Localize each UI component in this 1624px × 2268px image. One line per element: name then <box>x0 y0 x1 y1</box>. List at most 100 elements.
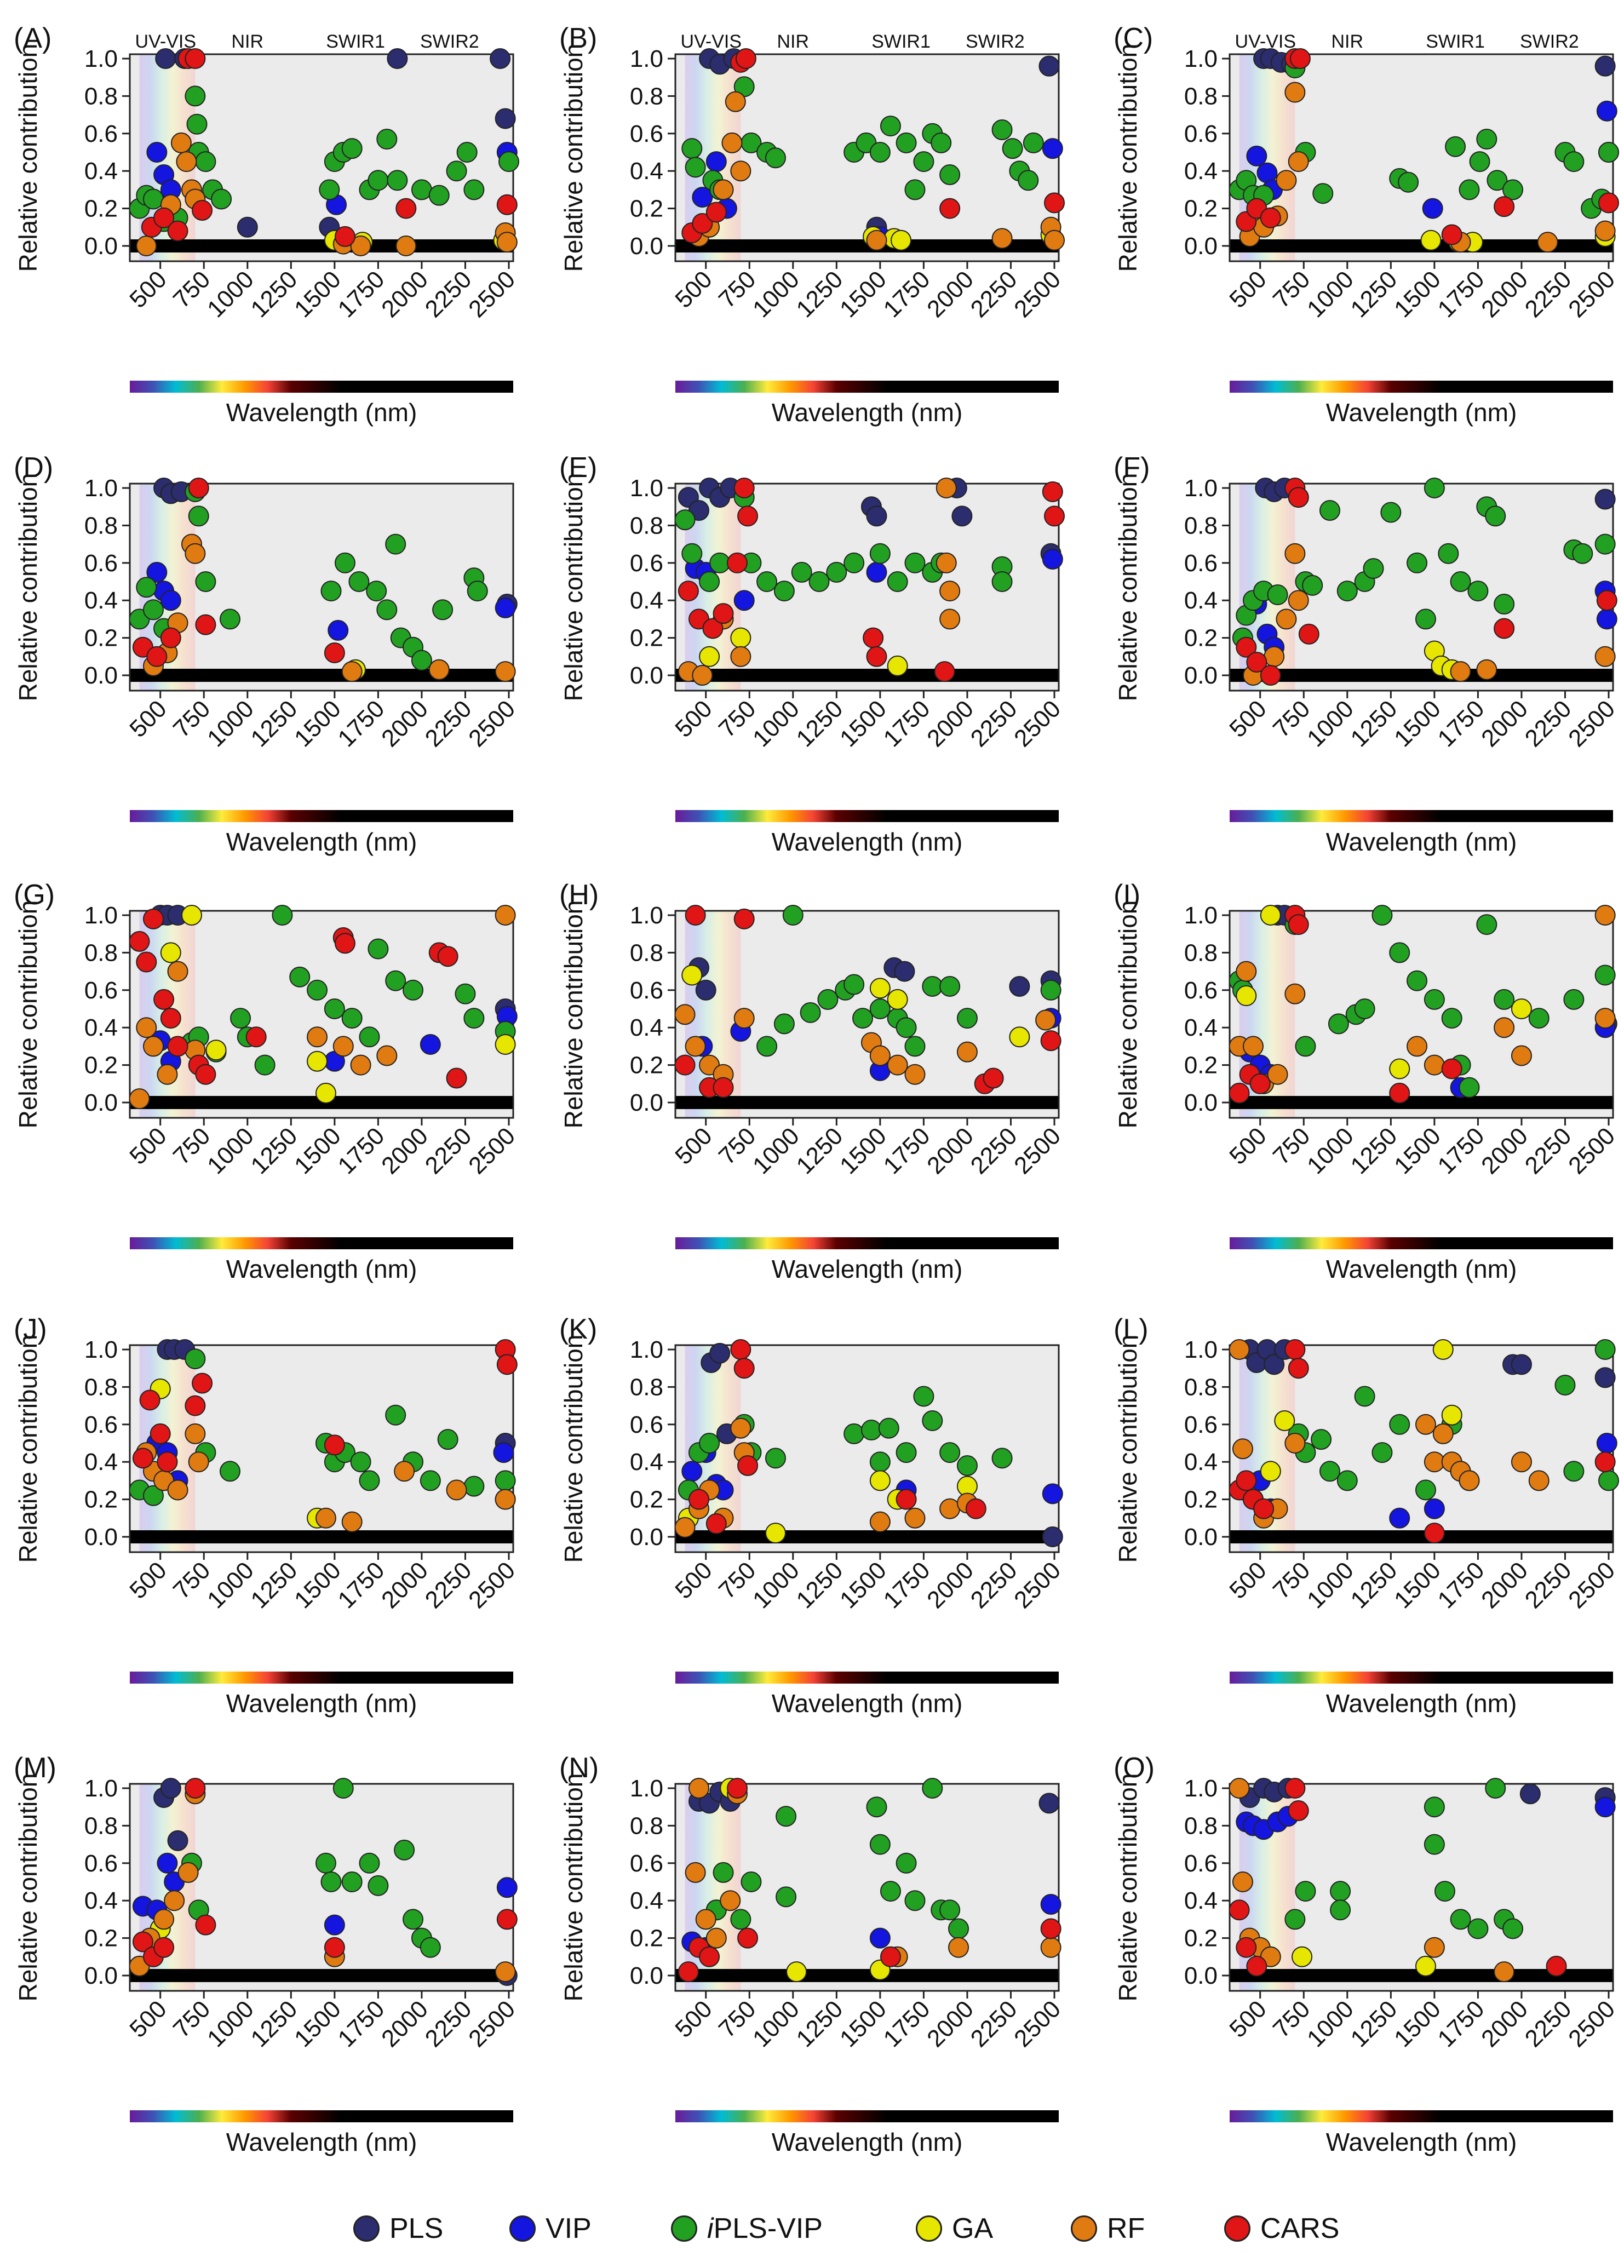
x-tick-label: 2250 <box>966 695 1023 752</box>
point-ipls <box>1363 558 1384 579</box>
y-tick-label: 0.8 <box>84 512 118 539</box>
point-cars <box>678 1961 699 1983</box>
point-ipls <box>869 543 891 564</box>
x-tick-label: 1500 <box>289 266 346 323</box>
point-ipls <box>211 188 232 210</box>
point-ipls <box>1424 1834 1445 1855</box>
point-pls <box>495 108 516 129</box>
point-cars <box>195 1064 216 1085</box>
point-ipls <box>1424 989 1445 1010</box>
x-tick-label: 1500 <box>1389 695 1446 752</box>
x-tick-label: 1750 <box>879 695 936 752</box>
y-tick-label: 0.6 <box>630 120 663 147</box>
point-ipls <box>931 132 952 153</box>
point-rf <box>720 1890 741 1911</box>
point-ga <box>765 1523 786 1544</box>
legend-label-prefix: i <box>707 2213 714 2244</box>
point-ipls <box>498 151 519 173</box>
point-rf <box>869 1045 891 1066</box>
point-cars <box>1236 636 1257 658</box>
point-ipls <box>188 506 209 527</box>
point-rf <box>350 1054 371 1076</box>
y-tick-label: 0.6 <box>84 120 118 147</box>
spectrum-bar <box>1230 2110 1613 2122</box>
x-tick-label: 1000 <box>202 1122 259 1179</box>
point-ipls <box>324 998 345 1019</box>
point-ipls <box>437 1429 458 1450</box>
y-tick-label: 0.8 <box>630 1374 663 1400</box>
point-rf <box>733 1008 755 1029</box>
point-ga <box>1432 1339 1454 1360</box>
zero-baseline-band <box>130 239 513 252</box>
point-ipls <box>319 179 340 200</box>
region-label: NIR <box>777 31 810 52</box>
point-rf <box>129 1088 150 1110</box>
x-tick-label: 2500 <box>463 266 520 323</box>
legend-item-pls: PLS <box>353 2212 443 2245</box>
panel-label: (A) <box>14 22 51 54</box>
panel-label: (G) <box>14 879 55 911</box>
point-ipls <box>1467 581 1489 602</box>
y-tick-label: 0.8 <box>84 1812 118 1839</box>
y-tick-label: 0.8 <box>1184 1374 1218 1400</box>
y-tick-label: 0.2 <box>1184 1486 1218 1513</box>
point-rf <box>730 160 751 182</box>
point-ipls <box>1594 1339 1616 1360</box>
point-ga <box>887 655 908 676</box>
point-ipls <box>808 571 830 592</box>
y-tick-label: 1.0 <box>1184 475 1218 502</box>
legend-label-text: PLS <box>389 2213 444 2244</box>
point-rf <box>1035 1009 1057 1031</box>
x-tick-label: 1250 <box>1346 695 1403 752</box>
point-cars <box>678 581 699 602</box>
legend-item-ipls: iPLS-VIP <box>671 2212 823 2245</box>
x-tick-label: 2000 <box>376 266 433 323</box>
x-tick-label: 1000 <box>1302 695 1359 752</box>
spectrum-bar <box>130 1672 513 1684</box>
point-cars <box>733 1358 755 1379</box>
point-cars <box>1494 196 1515 217</box>
point-vip <box>495 597 516 618</box>
point-cars <box>1229 1082 1250 1104</box>
point-cars <box>139 1389 160 1411</box>
point-ipls <box>368 938 389 960</box>
point-ipls <box>922 1410 943 1431</box>
point-vip <box>1042 548 1063 570</box>
point-ga <box>181 905 202 926</box>
legend-swatch <box>353 2215 380 2242</box>
point-ipls <box>1554 1374 1576 1396</box>
point-rf <box>1424 1054 1445 1076</box>
legend-label: iPLS-VIP <box>707 2212 823 2245</box>
point-ipls <box>756 1036 778 1057</box>
y-tick-label: 0.4 <box>84 1887 118 1914</box>
panel-label: (J) <box>14 1313 47 1345</box>
legend-swatch <box>509 2215 536 2242</box>
spectrum-bar <box>1230 1672 1613 1684</box>
panel-o: 0.00.20.40.60.81.05007501000125015001750… <box>1114 1752 1620 2156</box>
point-cars <box>1040 1030 1061 1052</box>
point-ipls <box>195 571 216 592</box>
point-rf <box>887 1054 908 1076</box>
x-tick-label: 2500 <box>1563 266 1620 323</box>
x-tick-label: 2500 <box>1009 1122 1066 1179</box>
x-tick-label: 1750 <box>879 266 936 323</box>
x-tick-label: 2250 <box>420 695 477 752</box>
x-tick-label: 500 <box>1224 695 1272 743</box>
point-pls <box>167 1830 188 1851</box>
point-rf <box>176 151 197 173</box>
point-cars <box>983 1067 1004 1089</box>
point-ipls <box>1459 179 1480 200</box>
y-tick-label: 0.2 <box>1184 196 1218 222</box>
point-rf <box>1288 590 1309 611</box>
region-label: SWIR1 <box>1426 31 1485 52</box>
x-tick-label: 1250 <box>1346 1995 1403 2052</box>
x-tick-label: 1000 <box>748 695 805 752</box>
point-cars <box>146 646 168 667</box>
x-tick-label: 2500 <box>1009 1995 1066 2052</box>
region-label: NIR <box>1332 31 1364 52</box>
point-ipls <box>1319 500 1340 521</box>
y-tick-label: 0.0 <box>630 1089 663 1116</box>
point-rf <box>1432 1423 1454 1444</box>
point-ipls <box>776 1806 797 1827</box>
point-pls <box>1511 1354 1532 1375</box>
